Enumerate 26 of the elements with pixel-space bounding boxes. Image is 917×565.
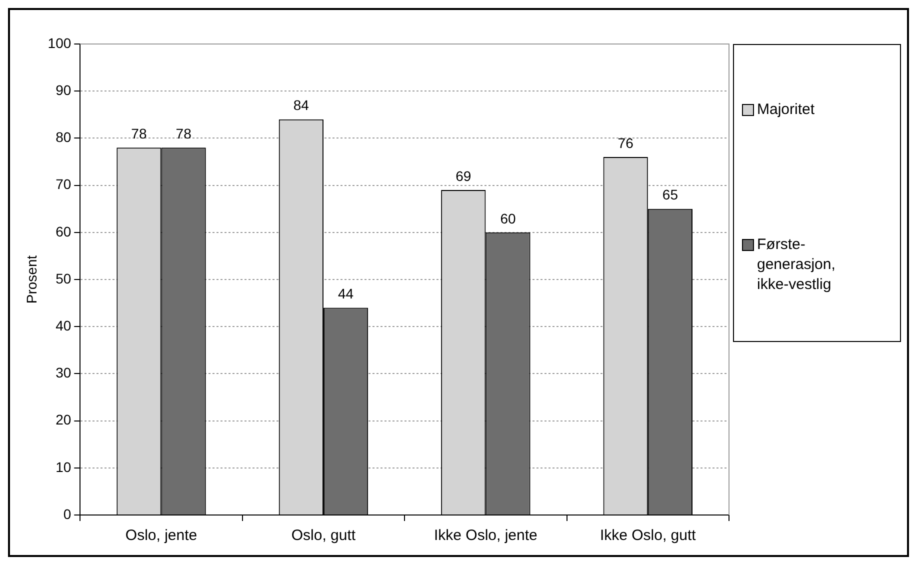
- y-tick-label: 30: [56, 364, 72, 381]
- data-label: 44: [338, 286, 354, 302]
- y-tick-label: 10: [56, 458, 72, 475]
- legend-label: Første-generasjon, ikke-vestlig: [757, 235, 836, 295]
- data-label: 60: [500, 210, 516, 226]
- y-tick-label: 0: [63, 506, 72, 522]
- x-tick-label: Ikke Oslo, gutt: [600, 527, 697, 544]
- y-tick-label: 60: [56, 223, 72, 240]
- y-tick-label: 20: [56, 412, 72, 428]
- y-tick-label: 70: [56, 176, 72, 192]
- y-tick-label: 40: [56, 317, 72, 334]
- y-axis-title: Prosent: [23, 255, 40, 304]
- y-tick-label: 50: [56, 270, 72, 286]
- data-label: 78: [131, 125, 147, 142]
- data-label: 76: [618, 134, 634, 151]
- data-label: 69: [456, 168, 472, 184]
- y-tick-label: 90: [56, 82, 72, 98]
- x-tick-label: Oslo, gutt: [291, 527, 356, 544]
- legend-label: Majoritet: [757, 100, 816, 120]
- data-label: 65: [662, 186, 678, 203]
- data-label: 78: [176, 125, 192, 142]
- x-tick-label: Ikke Oslo, jente: [434, 527, 538, 544]
- y-tick-label: 100: [48, 34, 72, 51]
- y-tick-label: 80: [56, 129, 72, 146]
- data-label: 84: [293, 97, 310, 114]
- x-tick-label: Oslo, jente: [125, 527, 198, 544]
